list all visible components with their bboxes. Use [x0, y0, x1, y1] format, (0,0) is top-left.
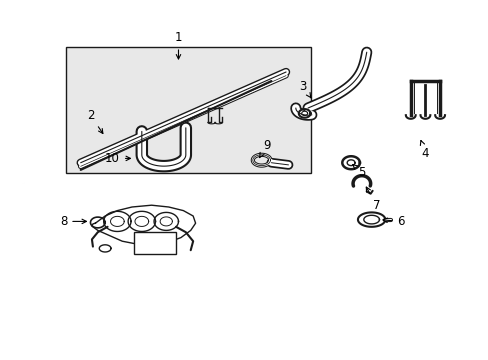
Text: 1: 1 — [174, 31, 182, 59]
Text: 4: 4 — [420, 140, 428, 159]
Text: 5: 5 — [352, 165, 365, 179]
Text: 6: 6 — [382, 215, 404, 228]
Text: 2: 2 — [86, 109, 102, 134]
Bar — [66, 47, 310, 173]
Text: 9: 9 — [259, 139, 270, 158]
Text: 10: 10 — [105, 152, 130, 165]
Text: 8: 8 — [60, 215, 86, 228]
Polygon shape — [92, 205, 195, 246]
Bar — [134, 232, 176, 254]
Text: 3: 3 — [299, 80, 310, 98]
Text: 7: 7 — [366, 187, 380, 212]
